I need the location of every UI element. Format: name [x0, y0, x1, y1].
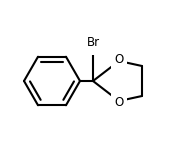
Text: O: O — [114, 97, 124, 110]
Text: Br: Br — [86, 37, 100, 50]
Text: O: O — [114, 52, 124, 65]
